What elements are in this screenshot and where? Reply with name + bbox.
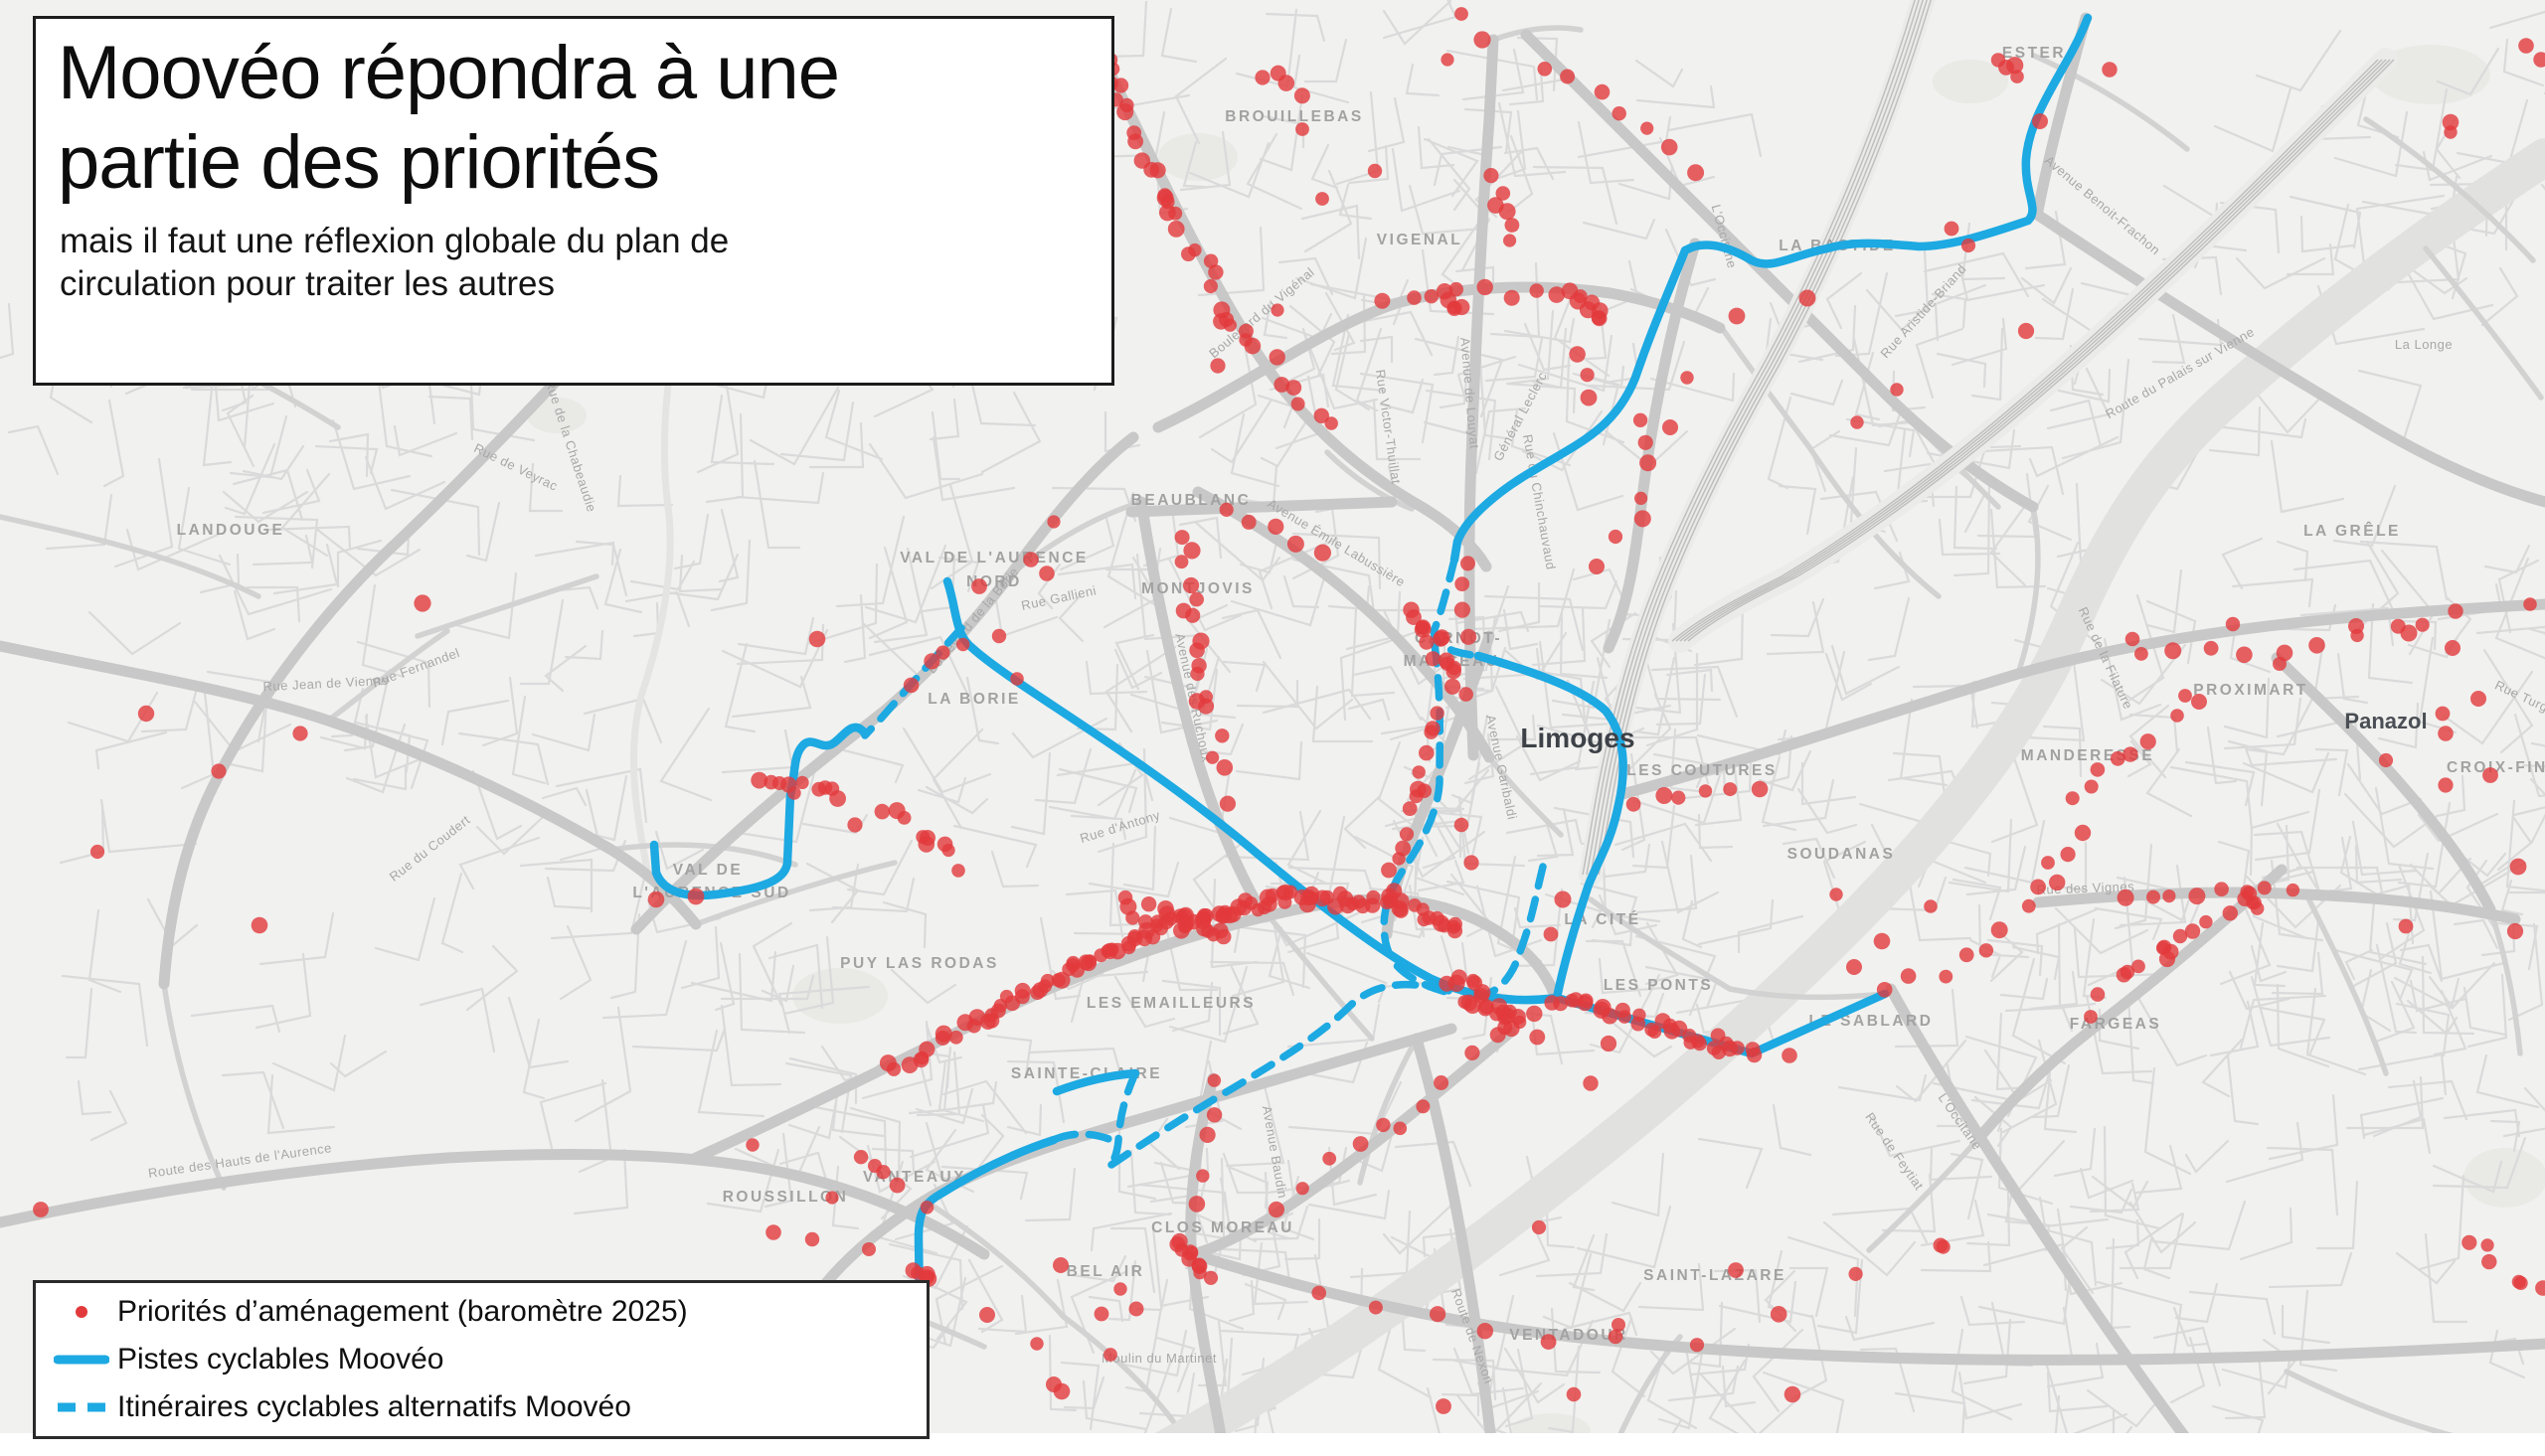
priority-dot-icon bbox=[46, 1300, 117, 1324]
district-label: LES COUTURES bbox=[1626, 762, 1777, 779]
solid-line-icon bbox=[46, 1348, 117, 1372]
street-name-label: Moulin du Martinet bbox=[1102, 1351, 1217, 1366]
district-label: LANDOUGE bbox=[177, 522, 285, 539]
city-label-limoges: Limoges bbox=[1520, 723, 1634, 753]
town-label-panazol: Panazol bbox=[2344, 709, 2427, 733]
district-label: BROUILLEBAS bbox=[1225, 108, 1363, 125]
street-name-label: La Longe bbox=[2395, 337, 2453, 352]
legend: Priorités d’aménagement (baromètre 2025)… bbox=[33, 1280, 930, 1439]
legend-label: Pistes cyclables Moovéo bbox=[117, 1343, 444, 1375]
district-label: PROXIMART bbox=[2193, 682, 2308, 699]
dashed-line-icon bbox=[46, 1395, 117, 1419]
legend-label: Priorités d’aménagement (baromètre 2025) bbox=[117, 1295, 688, 1328]
district-label: VAL DE L'AURENCE bbox=[900, 550, 1089, 566]
district-label: LA BORIE bbox=[928, 691, 1020, 708]
district-label: SOUDANAS bbox=[1787, 846, 1896, 863]
title-box: Moovéo répondra à une partie des priorit… bbox=[33, 16, 1114, 386]
district-label: LA GRÊLE bbox=[2303, 522, 2401, 540]
district-label: VIGENAL bbox=[1377, 232, 1462, 248]
district-label: CLOS MOREAU bbox=[1151, 1219, 1294, 1236]
district-label: CROIX-FINOR bbox=[2447, 759, 2545, 776]
slide-title-line2: partie des priorités bbox=[58, 119, 660, 205]
street-name-label: Rue Jean de Vienne bbox=[262, 673, 389, 695]
slide-subtitle-line1: mais il faut une réflexion globale du pl… bbox=[60, 222, 730, 261]
district-label: BEL AIR bbox=[1067, 1263, 1145, 1280]
legend-item-priorities: Priorités d’aménagement (baromètre 2025) bbox=[46, 1289, 917, 1335]
slide-subtitle-line2: circulation pour traiter les autres bbox=[60, 264, 555, 304]
district-label: VAL DE bbox=[673, 862, 743, 879]
priority-dots bbox=[33, 7, 2545, 1414]
district-label: ROUSSILLON bbox=[723, 1189, 849, 1206]
railway-corridor bbox=[1579, 0, 2398, 887]
district-label: PUY LAS RODAS bbox=[840, 955, 999, 972]
district-label: LES PONTS bbox=[1604, 977, 1713, 994]
slide-title-line1: Moovéo répondra à une bbox=[58, 31, 840, 115]
district-label: BEAUBLANC bbox=[1131, 492, 1252, 509]
legend-label: Itinéraires cyclables alternatifs Moovéo bbox=[117, 1390, 631, 1423]
district-label: LES EMAILLEURS bbox=[1087, 995, 1256, 1012]
legend-item-dashed-route: Itinéraires cyclables alternatifs Moovéo bbox=[46, 1384, 917, 1430]
district-label: VENTADOUR bbox=[1509, 1327, 1628, 1344]
district-label: SAINT-LAZARE bbox=[1643, 1267, 1786, 1284]
district-label: FARGEAS bbox=[2070, 1016, 2161, 1033]
legend-item-solid-route: Pistes cyclables Moovéo bbox=[46, 1337, 917, 1382]
